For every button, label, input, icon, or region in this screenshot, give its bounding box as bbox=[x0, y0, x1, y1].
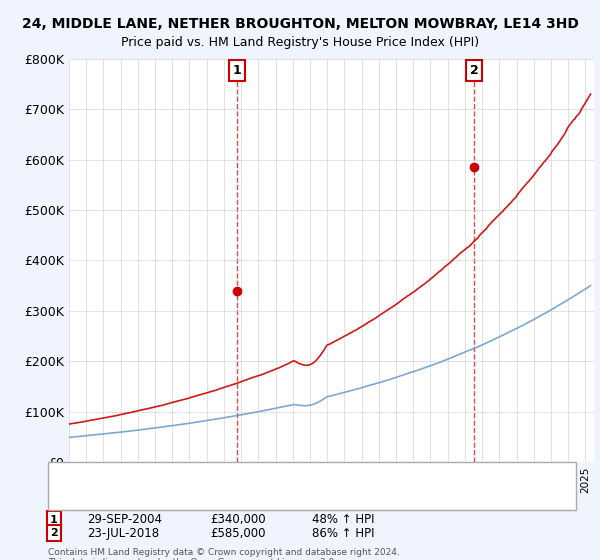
Text: 24, MIDDLE LANE, NETHER BROUGHTON, MELTON MOWBRAY, LE14 3HD (detached house: 24, MIDDLE LANE, NETHER BROUGHTON, MELTO… bbox=[90, 483, 555, 493]
Text: 29-SEP-2004: 29-SEP-2004 bbox=[87, 513, 162, 526]
Text: 24, MIDDLE LANE, NETHER BROUGHTON, MELTON MOWBRAY, LE14 3HD: 24, MIDDLE LANE, NETHER BROUGHTON, MELTO… bbox=[22, 17, 578, 31]
Text: £585,000: £585,000 bbox=[210, 526, 265, 540]
Text: 23-JUL-2018: 23-JUL-2018 bbox=[87, 526, 159, 540]
Text: 2: 2 bbox=[50, 528, 58, 538]
Text: 1: 1 bbox=[50, 515, 58, 525]
Text: HPI: Average price, detached house, Melton: HPI: Average price, detached house, Melt… bbox=[90, 496, 318, 506]
Text: 48% ↑ HPI: 48% ↑ HPI bbox=[312, 513, 374, 526]
Text: 86% ↑ HPI: 86% ↑ HPI bbox=[312, 526, 374, 540]
Text: 2: 2 bbox=[470, 64, 479, 77]
Text: £340,000: £340,000 bbox=[210, 513, 266, 526]
Text: Contains HM Land Registry data © Crown copyright and database right 2024.
This d: Contains HM Land Registry data © Crown c… bbox=[48, 548, 400, 560]
Text: Price paid vs. HM Land Registry's House Price Index (HPI): Price paid vs. HM Land Registry's House … bbox=[121, 36, 479, 49]
Text: 1: 1 bbox=[232, 64, 241, 77]
